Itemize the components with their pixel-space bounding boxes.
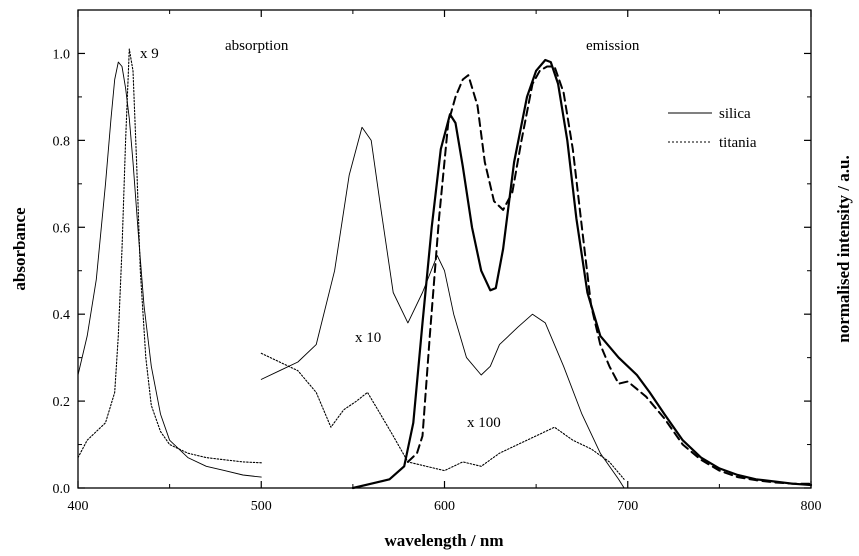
series-line-silica-emission xyxy=(351,58,813,490)
legend: silica titania xyxy=(668,106,757,151)
series-lines xyxy=(77,48,813,490)
series-line-silica xyxy=(77,61,262,478)
y-axis-title-left: absorbance xyxy=(10,207,29,291)
x-tick-label: 700 xyxy=(617,499,638,514)
y-tick-label: 0.2 xyxy=(53,395,71,410)
series-line-titania-emission xyxy=(406,65,812,485)
legend-label-titania: titania xyxy=(719,135,757,151)
series-line-silica-x-10 xyxy=(260,126,625,489)
series-line-titania xyxy=(77,48,262,464)
legend-label-silica: silica xyxy=(719,106,751,122)
annotation-absorption: absorption xyxy=(225,38,289,54)
y-tick-label: 0.0 xyxy=(53,482,71,497)
plot-frame xyxy=(77,9,812,489)
y-tick-label: 0.4 xyxy=(53,308,71,323)
annotation-x9: x 9 xyxy=(140,46,159,62)
annotation-emission: emission xyxy=(586,38,640,54)
annotation-x100: x 100 xyxy=(467,415,501,431)
x-tick-label: 600 xyxy=(434,499,455,514)
axis-ticks: 400 500 600 700 800 0.0 0.2 0.4 0.6 0.8 1.0 xyxy=(53,10,822,514)
y-tick-label: 1.0 xyxy=(53,47,71,62)
y-tick-label: 0.8 xyxy=(53,134,71,149)
x-tick-label: 800 xyxy=(801,499,822,514)
x-axis-title: wavelength / nm xyxy=(385,531,504,550)
x-tick-label: 500 xyxy=(251,499,272,514)
y-axis-title-right: normalised intensity / a.u. xyxy=(834,155,853,343)
x-tick-label: 400 xyxy=(68,499,89,514)
annotation-x10: x 10 xyxy=(355,330,381,346)
series-line-titania-x-100 xyxy=(260,352,625,480)
y-tick-label: 0.6 xyxy=(53,221,71,236)
